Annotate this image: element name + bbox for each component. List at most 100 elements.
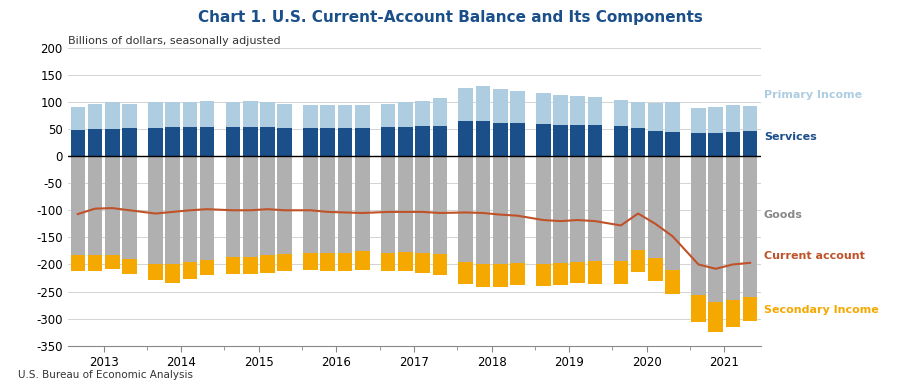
Bar (200, 101, 214, 127)
Bar (105, 102, 120, 129)
Bar (433, 98, 447, 126)
Bar (226, 257, 240, 274)
Bar (243, 257, 257, 274)
Text: U.S. Bureau of Economic Analysis: U.S. Bureau of Economic Analysis (18, 370, 193, 380)
Bar (243, 101, 257, 127)
Bar (614, 261, 628, 284)
Bar (226, 127, 240, 156)
Bar (70, 255, 86, 272)
Bar (355, 128, 370, 156)
Bar (122, 156, 137, 259)
Bar (725, 156, 740, 299)
Bar (122, 104, 137, 128)
Bar (200, 156, 214, 260)
Bar (303, 105, 318, 128)
Bar (665, 102, 680, 132)
Bar (648, 103, 662, 131)
Bar (355, 156, 370, 251)
Bar (381, 253, 395, 272)
Bar (665, 270, 680, 294)
Bar (70, 156, 86, 255)
Bar (166, 127, 180, 156)
Bar (571, 125, 585, 156)
Bar (166, 156, 180, 264)
Bar (381, 104, 395, 127)
Bar (183, 262, 197, 278)
Bar (742, 297, 758, 321)
Bar (554, 156, 568, 263)
Bar (148, 128, 163, 156)
Bar (277, 128, 292, 156)
Bar (381, 156, 395, 253)
Text: Goods: Goods (764, 210, 803, 220)
Bar (183, 102, 197, 127)
Bar (571, 262, 585, 283)
Bar (166, 264, 180, 283)
Bar (614, 156, 628, 261)
Text: Services: Services (764, 132, 816, 142)
Bar (303, 253, 318, 270)
Bar (200, 127, 214, 156)
Bar (588, 97, 602, 125)
Bar (691, 295, 706, 322)
Bar (200, 260, 214, 275)
Bar (320, 105, 335, 128)
Bar (536, 93, 551, 124)
Bar (648, 259, 662, 281)
Bar (631, 250, 645, 272)
Bar (260, 127, 274, 156)
Bar (536, 156, 551, 264)
Bar (493, 264, 508, 287)
Bar (398, 252, 413, 271)
Bar (588, 125, 602, 156)
Bar (338, 253, 353, 271)
Bar (475, 264, 491, 287)
Bar (458, 88, 473, 121)
Bar (725, 299, 740, 327)
Bar (260, 102, 274, 127)
Bar (320, 128, 335, 156)
Bar (665, 132, 680, 156)
Bar (433, 156, 447, 254)
Bar (631, 156, 645, 250)
Bar (571, 156, 585, 262)
Bar (260, 156, 274, 255)
Bar (148, 102, 163, 128)
Bar (398, 127, 413, 156)
Bar (415, 253, 430, 273)
Bar (88, 255, 103, 271)
Bar (415, 101, 430, 126)
Text: Chart 1. U.S. Current-Account Balance and Its Components: Chart 1. U.S. Current-Account Balance an… (198, 10, 702, 24)
Bar (648, 156, 662, 259)
Bar (303, 156, 318, 253)
Bar (105, 255, 120, 269)
Bar (554, 96, 568, 125)
Bar (631, 102, 645, 128)
Bar (226, 156, 240, 257)
Bar (725, 132, 740, 156)
Bar (355, 105, 370, 128)
Bar (648, 131, 662, 156)
Bar (742, 156, 758, 297)
Bar (433, 254, 447, 275)
Bar (631, 128, 645, 156)
Bar (70, 130, 86, 156)
Bar (122, 259, 137, 274)
Bar (320, 156, 335, 253)
Text: Current account: Current account (764, 251, 865, 261)
Bar (277, 156, 292, 254)
Bar (338, 105, 353, 128)
Bar (433, 126, 447, 156)
Bar (588, 261, 602, 284)
Bar (614, 100, 628, 126)
Bar (708, 303, 723, 332)
Bar (571, 96, 585, 125)
Bar (338, 156, 353, 253)
Bar (183, 127, 197, 156)
Bar (510, 123, 525, 156)
Bar (303, 128, 318, 156)
Bar (277, 104, 292, 128)
Bar (243, 156, 257, 257)
Bar (708, 133, 723, 156)
Bar (665, 156, 680, 270)
